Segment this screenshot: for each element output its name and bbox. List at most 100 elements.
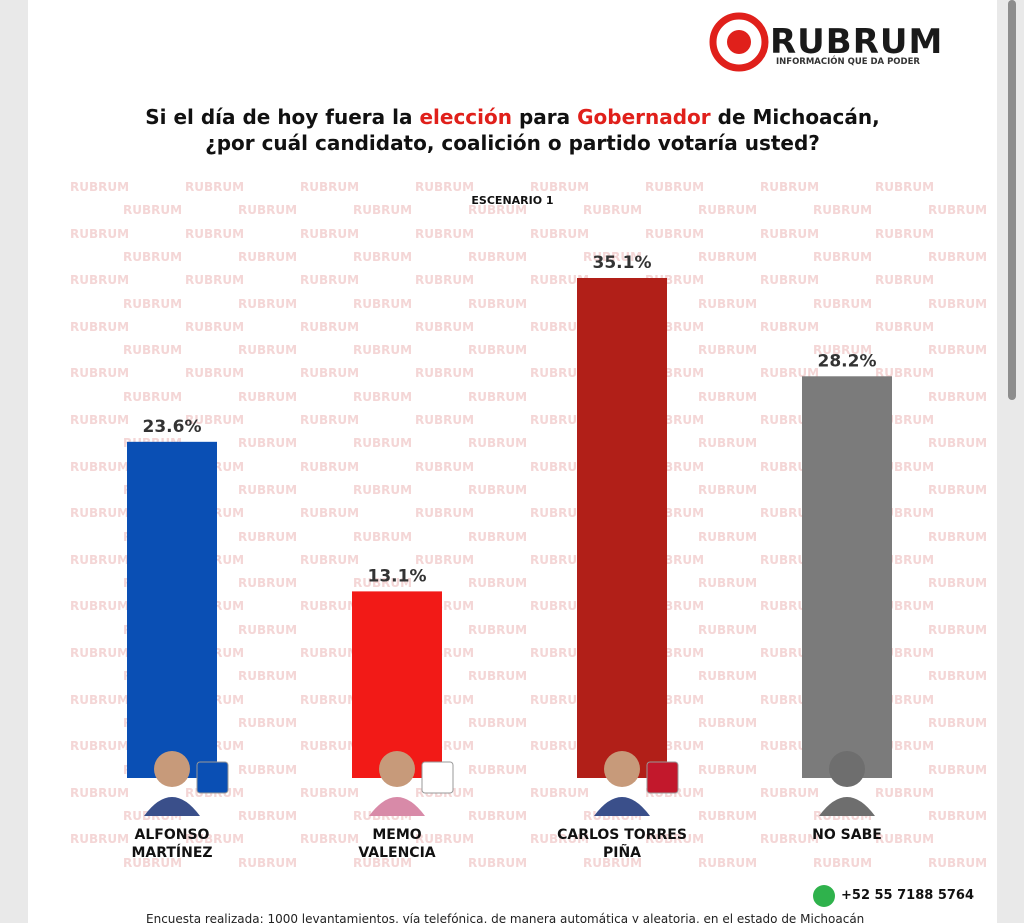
watermark-text: RUBRUM xyxy=(70,319,130,334)
watermark-text: RUBRUM xyxy=(353,436,413,451)
watermark-text: RUBRUM xyxy=(123,855,183,870)
watermark-text: RUBRUM xyxy=(238,296,298,311)
watermark-text: RUBRUM xyxy=(70,506,130,521)
watermark-text: RUBRUM xyxy=(530,459,590,474)
avatar-body xyxy=(594,797,650,816)
watermark-text: RUBRUM xyxy=(928,855,988,870)
watermark-text: RUBRUM xyxy=(698,669,758,684)
watermark-text: RUBRUM xyxy=(300,413,360,427)
avatar-head xyxy=(379,751,415,787)
bar xyxy=(352,591,442,778)
watermark-text: RUBRUM xyxy=(760,180,820,194)
watermark-text: RUBRUM xyxy=(813,203,873,218)
watermark-text: RUBRUM xyxy=(698,622,758,637)
watermark-text: RUBRUM xyxy=(353,249,413,264)
watermark-text: RUBRUM xyxy=(415,552,475,567)
watermark-text: RUBRUM xyxy=(185,413,245,427)
watermark-text: RUBRUM xyxy=(760,832,820,847)
watermark-text: RUBRUM xyxy=(530,319,590,334)
watermark-text: RUBRUM xyxy=(238,389,298,404)
watermark-text: RUBRUM xyxy=(875,785,935,800)
watermark-text: RUBRUM xyxy=(468,762,528,777)
watermark-text: RUBRUM xyxy=(70,366,130,381)
watermark-text: RUBRUM xyxy=(185,832,245,847)
watermark-text: RUBRUM xyxy=(123,203,183,218)
watermark-text: RUBRUM xyxy=(123,296,183,311)
watermark-text: RUBRUM xyxy=(123,249,183,264)
watermark-text: RUBRUM xyxy=(70,413,130,427)
watermark-text: RUBRUM xyxy=(468,715,528,730)
watermark-text: RUBRUM xyxy=(238,203,298,218)
watermark-text: RUBRUM xyxy=(415,226,475,241)
watermark-text: RUBRUM xyxy=(300,692,360,707)
logo-ring xyxy=(709,12,769,72)
watermark-text: RUBRUM xyxy=(875,180,935,194)
watermark-text: RUBRUM xyxy=(468,809,528,824)
watermark-text: RUBRUM xyxy=(70,226,130,241)
watermark-text: RUBRUM xyxy=(300,739,360,754)
watermark-text: RUBRUM xyxy=(875,319,935,334)
watermark-text: RUBRUM xyxy=(238,809,298,824)
watermark-text: RUBRUM xyxy=(300,506,360,521)
watermark-text: RUBRUM xyxy=(928,482,988,497)
party-badge xyxy=(196,761,229,794)
watermark-text: RUBRUM xyxy=(468,529,528,544)
watermark-text: RUBRUM xyxy=(530,599,590,614)
watermark-text: RUBRUM xyxy=(300,646,360,660)
title-line: Si el día de hoy fuera la elección para … xyxy=(28,104,997,130)
watermark-text: RUBRUM xyxy=(760,273,820,288)
party-badge xyxy=(421,761,454,794)
watermark-text: RUBRUM xyxy=(760,319,820,334)
watermark-text: RUBRUM xyxy=(300,180,360,194)
watermark-text: RUBRUM xyxy=(928,715,988,730)
watermark-text: RUBRUM xyxy=(698,855,758,870)
watermark-text: RUBRUM xyxy=(415,366,475,381)
watermark-text: RUBRUM xyxy=(698,389,758,404)
watermark-text: RUBRUM xyxy=(70,646,130,660)
watermark-text: RUBRUM xyxy=(238,576,298,591)
value-label: 23.6% xyxy=(143,417,202,437)
avatar-head xyxy=(604,751,640,787)
watermark-text: RUBRUM xyxy=(698,343,758,358)
title-part: para xyxy=(518,105,571,129)
watermark-text: RUBRUM xyxy=(353,203,413,218)
scrollbar[interactable] xyxy=(1008,0,1016,400)
watermark-text: RUBRUM xyxy=(583,249,643,264)
watermark-text: RUBRUM xyxy=(928,296,988,311)
watermark-text: RUBRUM xyxy=(300,226,360,241)
watermark-text: RUBRUM xyxy=(760,785,820,800)
watermark-text: RUBRUM xyxy=(185,180,245,194)
watermark-text: RUBRUM xyxy=(928,389,988,404)
watermark-text: RUBRUM xyxy=(928,669,988,684)
watermark-text: RUBRUM xyxy=(928,203,988,218)
watermark-text: RUBRUM xyxy=(70,552,130,567)
watermark-text: RUBRUM xyxy=(238,622,298,637)
watermark-text: RUBRUM xyxy=(530,692,590,707)
footnote: Encuesta realizada: 1000 levantamientos,… xyxy=(146,912,865,923)
value-label: 13.1% xyxy=(368,566,427,586)
watermark-text: RUBRUM xyxy=(698,762,758,777)
watermark-text: RUBRUM xyxy=(238,436,298,451)
watermark-text: RUBRUM xyxy=(70,599,130,614)
watermark-text: RUBRUM xyxy=(415,413,475,427)
watermark-text: RUBRUM xyxy=(415,273,475,288)
watermark-text: RUBRUM xyxy=(468,249,528,264)
watermark-text: RUBRUM xyxy=(530,646,590,660)
watermark-text: RUBRUM xyxy=(70,739,130,754)
title-line-2: ¿por cuál candidato, coalición o partido… xyxy=(205,131,820,155)
watermark-text: RUBRUM xyxy=(813,296,873,311)
value-label: 28.2% xyxy=(818,351,877,371)
watermark-text: RUBRUM xyxy=(530,273,590,288)
watermark-text: RUBRUM xyxy=(928,622,988,637)
watermark-text: RUBRUM xyxy=(760,226,820,241)
watermark-text: RUBRUM xyxy=(238,482,298,497)
watermark-text: RUBRUM xyxy=(300,366,360,381)
value-label: 35.1% xyxy=(593,253,652,273)
x-tick-label: CARLOS TORRES PIÑA xyxy=(557,827,687,861)
title-part: de Michoacán, xyxy=(717,105,880,129)
watermark-text: RUBRUM xyxy=(468,389,528,404)
watermark-text: RUBRUM xyxy=(698,203,758,218)
watermark-text: RUBRUM xyxy=(353,576,413,591)
watermark-text: RUBRUM xyxy=(415,459,475,474)
party-badge xyxy=(646,761,679,794)
